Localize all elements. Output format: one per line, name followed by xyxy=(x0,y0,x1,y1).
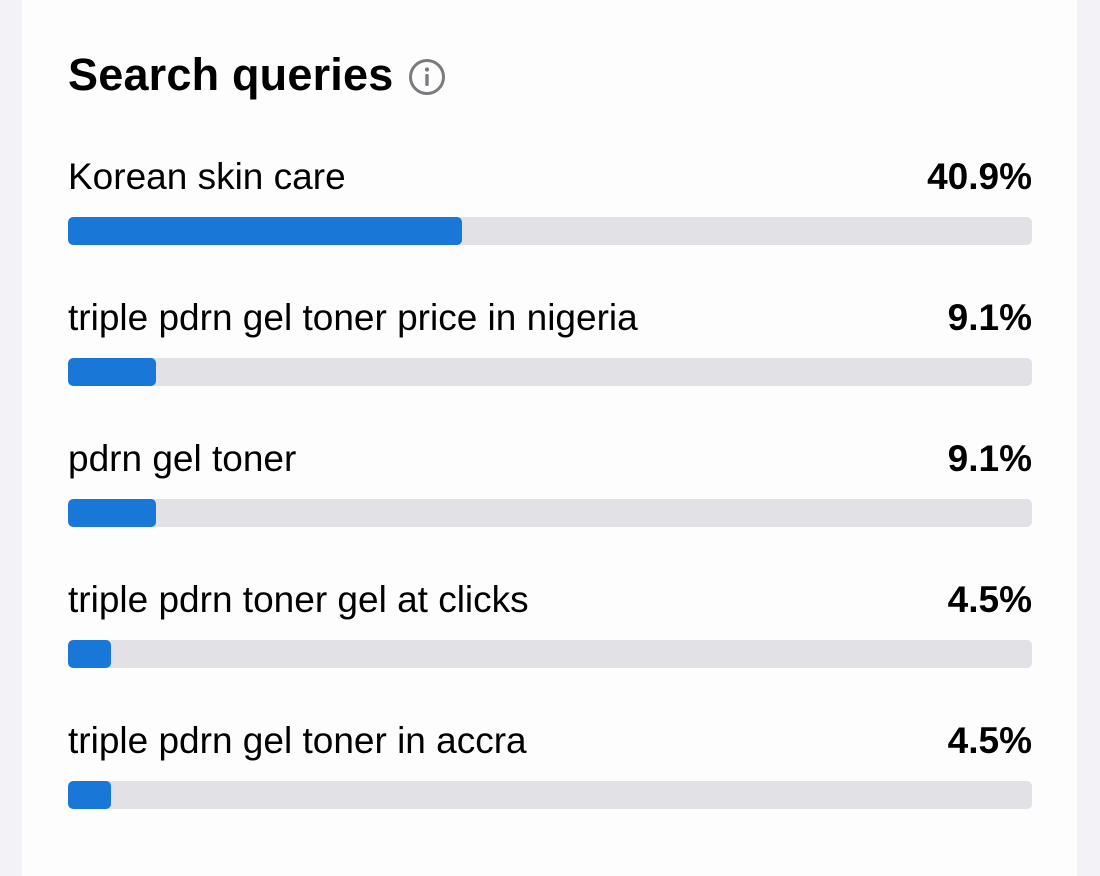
card-title: Search queries xyxy=(68,49,394,100)
query-row: Korean skin care 40.9% xyxy=(68,150,1032,291)
query-bar-track xyxy=(68,781,1032,809)
query-label: triple pdrn toner gel at clicks xyxy=(68,579,529,620)
query-percent: 9.1% xyxy=(947,297,1032,338)
query-bar-track xyxy=(68,499,1032,527)
query-label: triple pdrn gel toner price in nigeria xyxy=(68,297,638,338)
query-bar-fill xyxy=(68,217,463,245)
query-bar-track xyxy=(68,640,1032,668)
query-row: pdrn gel toner 9.1% xyxy=(68,432,1032,573)
card-header: Search queries xyxy=(68,48,446,102)
query-row: triple pdrn toner gel at clicks 4.5% xyxy=(68,573,1032,714)
query-row: triple pdrn gel toner in accra 4.5% xyxy=(68,714,1032,855)
query-percent: 40.9% xyxy=(927,156,1032,197)
query-percent: 9.1% xyxy=(947,438,1032,479)
query-label: Korean skin care xyxy=(68,156,346,197)
query-bar-fill xyxy=(68,358,156,386)
query-bar-track xyxy=(68,217,1032,245)
query-label: triple pdrn gel toner in accra xyxy=(68,720,527,761)
query-percent: 4.5% xyxy=(947,579,1032,620)
query-list: Korean skin care 40.9% triple pdrn gel t… xyxy=(68,150,1032,855)
query-label: pdrn gel toner xyxy=(68,438,297,479)
query-bar-track xyxy=(68,358,1032,386)
search-queries-card: Search queries Korean skin care 40.9% tr… xyxy=(22,0,1077,876)
info-circle-icon[interactable] xyxy=(408,58,446,96)
query-row: triple pdrn gel toner price in nigeria 9… xyxy=(68,291,1032,432)
query-bar-fill xyxy=(68,499,156,527)
query-bar-fill xyxy=(68,781,112,809)
query-bar-fill xyxy=(68,640,112,668)
query-percent: 4.5% xyxy=(947,720,1032,761)
